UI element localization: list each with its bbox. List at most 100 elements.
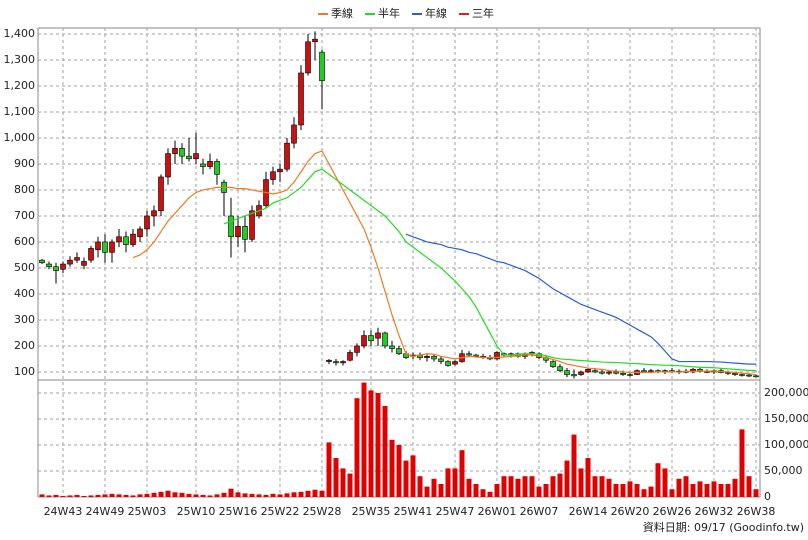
- candle-body: [326, 359, 332, 362]
- volume-bar: [53, 494, 59, 497]
- volume-bar: [277, 494, 283, 497]
- candle-body: [333, 361, 339, 364]
- volume-bar: [424, 486, 430, 497]
- candle-body: [466, 353, 472, 356]
- volume-bar: [683, 476, 689, 497]
- candle-body: [228, 215, 234, 238]
- volume-bar: [676, 478, 682, 497]
- volume-bar: [634, 484, 640, 497]
- volume-bar: [130, 495, 136, 497]
- candle-body: [620, 372, 626, 375]
- candle-body: [305, 41, 311, 74]
- candle-body: [60, 263, 66, 270]
- y-tick-label: 400: [14, 287, 35, 300]
- candle-body: [200, 163, 206, 167]
- volume-bar: [417, 476, 423, 497]
- volume-bar: [74, 494, 80, 497]
- x-tick-label: 25W35: [352, 505, 391, 518]
- candle-body: [571, 374, 577, 377]
- volume-bar: [606, 478, 612, 497]
- candle-body: [207, 161, 213, 167]
- candle-body: [298, 72, 304, 126]
- volume-bar: [536, 486, 542, 497]
- candle-body: [193, 153, 199, 160]
- candle-body: [74, 257, 80, 261]
- volume-bar: [39, 494, 45, 497]
- volume-bar: [137, 494, 143, 497]
- volume-bar: [207, 495, 213, 497]
- candle-body: [396, 348, 402, 355]
- candle-body: [144, 215, 150, 230]
- volume-bar: [67, 495, 73, 497]
- volume-bar: [179, 492, 185, 497]
- candle-body: [613, 371, 619, 374]
- volume-bar: [214, 494, 220, 497]
- volume-bar: [249, 493, 255, 497]
- candle-body: [214, 161, 220, 175]
- candle-body: [368, 335, 374, 342]
- candle-body: [39, 259, 45, 264]
- volume-bar: [662, 468, 668, 497]
- candle-body: [109, 241, 115, 253]
- y-tick-label: 500: [14, 261, 35, 274]
- y-tick-label: 800: [14, 183, 35, 196]
- candle-body: [88, 248, 94, 261]
- volume-bar: [228, 488, 234, 497]
- volume-bar: [627, 481, 633, 497]
- volume-bar: [46, 495, 52, 497]
- y-tick-label: 1,000: [4, 131, 36, 144]
- candle-body: [172, 148, 178, 154]
- candle-body: [46, 263, 52, 267]
- volume-bar: [60, 495, 66, 497]
- candle-body: [424, 356, 430, 358]
- volume-bar: [158, 491, 164, 497]
- candle-body: [354, 345, 360, 353]
- ma-line: [405, 233, 756, 365]
- volume-bar: [550, 476, 556, 497]
- candle-body: [382, 332, 388, 347]
- volume-bar: [291, 492, 297, 497]
- x-tick-label: 26W26: [653, 505, 692, 518]
- candle-body: [249, 210, 255, 240]
- volume-bar: [95, 494, 101, 497]
- volume-bar: [508, 476, 514, 497]
- candle-body: [550, 361, 556, 368]
- x-tick-label: 26W32: [695, 505, 734, 518]
- legend-label: 半年: [378, 6, 400, 20]
- volume-bar: [641, 489, 647, 497]
- volume-bar: [410, 455, 416, 497]
- volume-bar: [557, 473, 563, 497]
- volume-bar: [697, 481, 703, 497]
- candle-body: [585, 369, 591, 373]
- volume-bar: [242, 493, 248, 497]
- volume-bar: [711, 481, 717, 497]
- candle-body: [347, 352, 353, 361]
- volume-bar: [732, 478, 738, 497]
- candle-body: [431, 356, 437, 360]
- y-tick-label: 900: [14, 157, 35, 170]
- volume-bar: [725, 484, 731, 497]
- x-tick-label: 26W20: [611, 505, 650, 518]
- volume-bar: [361, 382, 367, 497]
- volume-bar: [305, 490, 311, 497]
- volume-bar: [109, 493, 115, 497]
- volume-bar: [375, 393, 381, 497]
- volume-bar: [515, 478, 521, 497]
- y-tick-label: 1,200: [4, 79, 36, 92]
- volume-bar: [382, 406, 388, 497]
- volume-bar: [473, 484, 479, 497]
- volume-bar: [564, 460, 570, 497]
- source-note: 資料日期: 09/17 (Goodinfo.tw): [643, 520, 804, 534]
- volume-bar: [403, 460, 409, 497]
- volume-bar: [319, 490, 325, 497]
- x-tick-label: 25W28: [303, 505, 342, 518]
- candle-body: [137, 228, 143, 238]
- y-tick-label: 1,400: [4, 27, 36, 40]
- volume-bar: [599, 476, 605, 497]
- volume-bar: [172, 492, 178, 497]
- candle-body: [452, 361, 458, 365]
- candle-body: [312, 38, 318, 43]
- x-tick-label: 25W10: [177, 505, 216, 518]
- y-tick-label: 200: [14, 339, 35, 352]
